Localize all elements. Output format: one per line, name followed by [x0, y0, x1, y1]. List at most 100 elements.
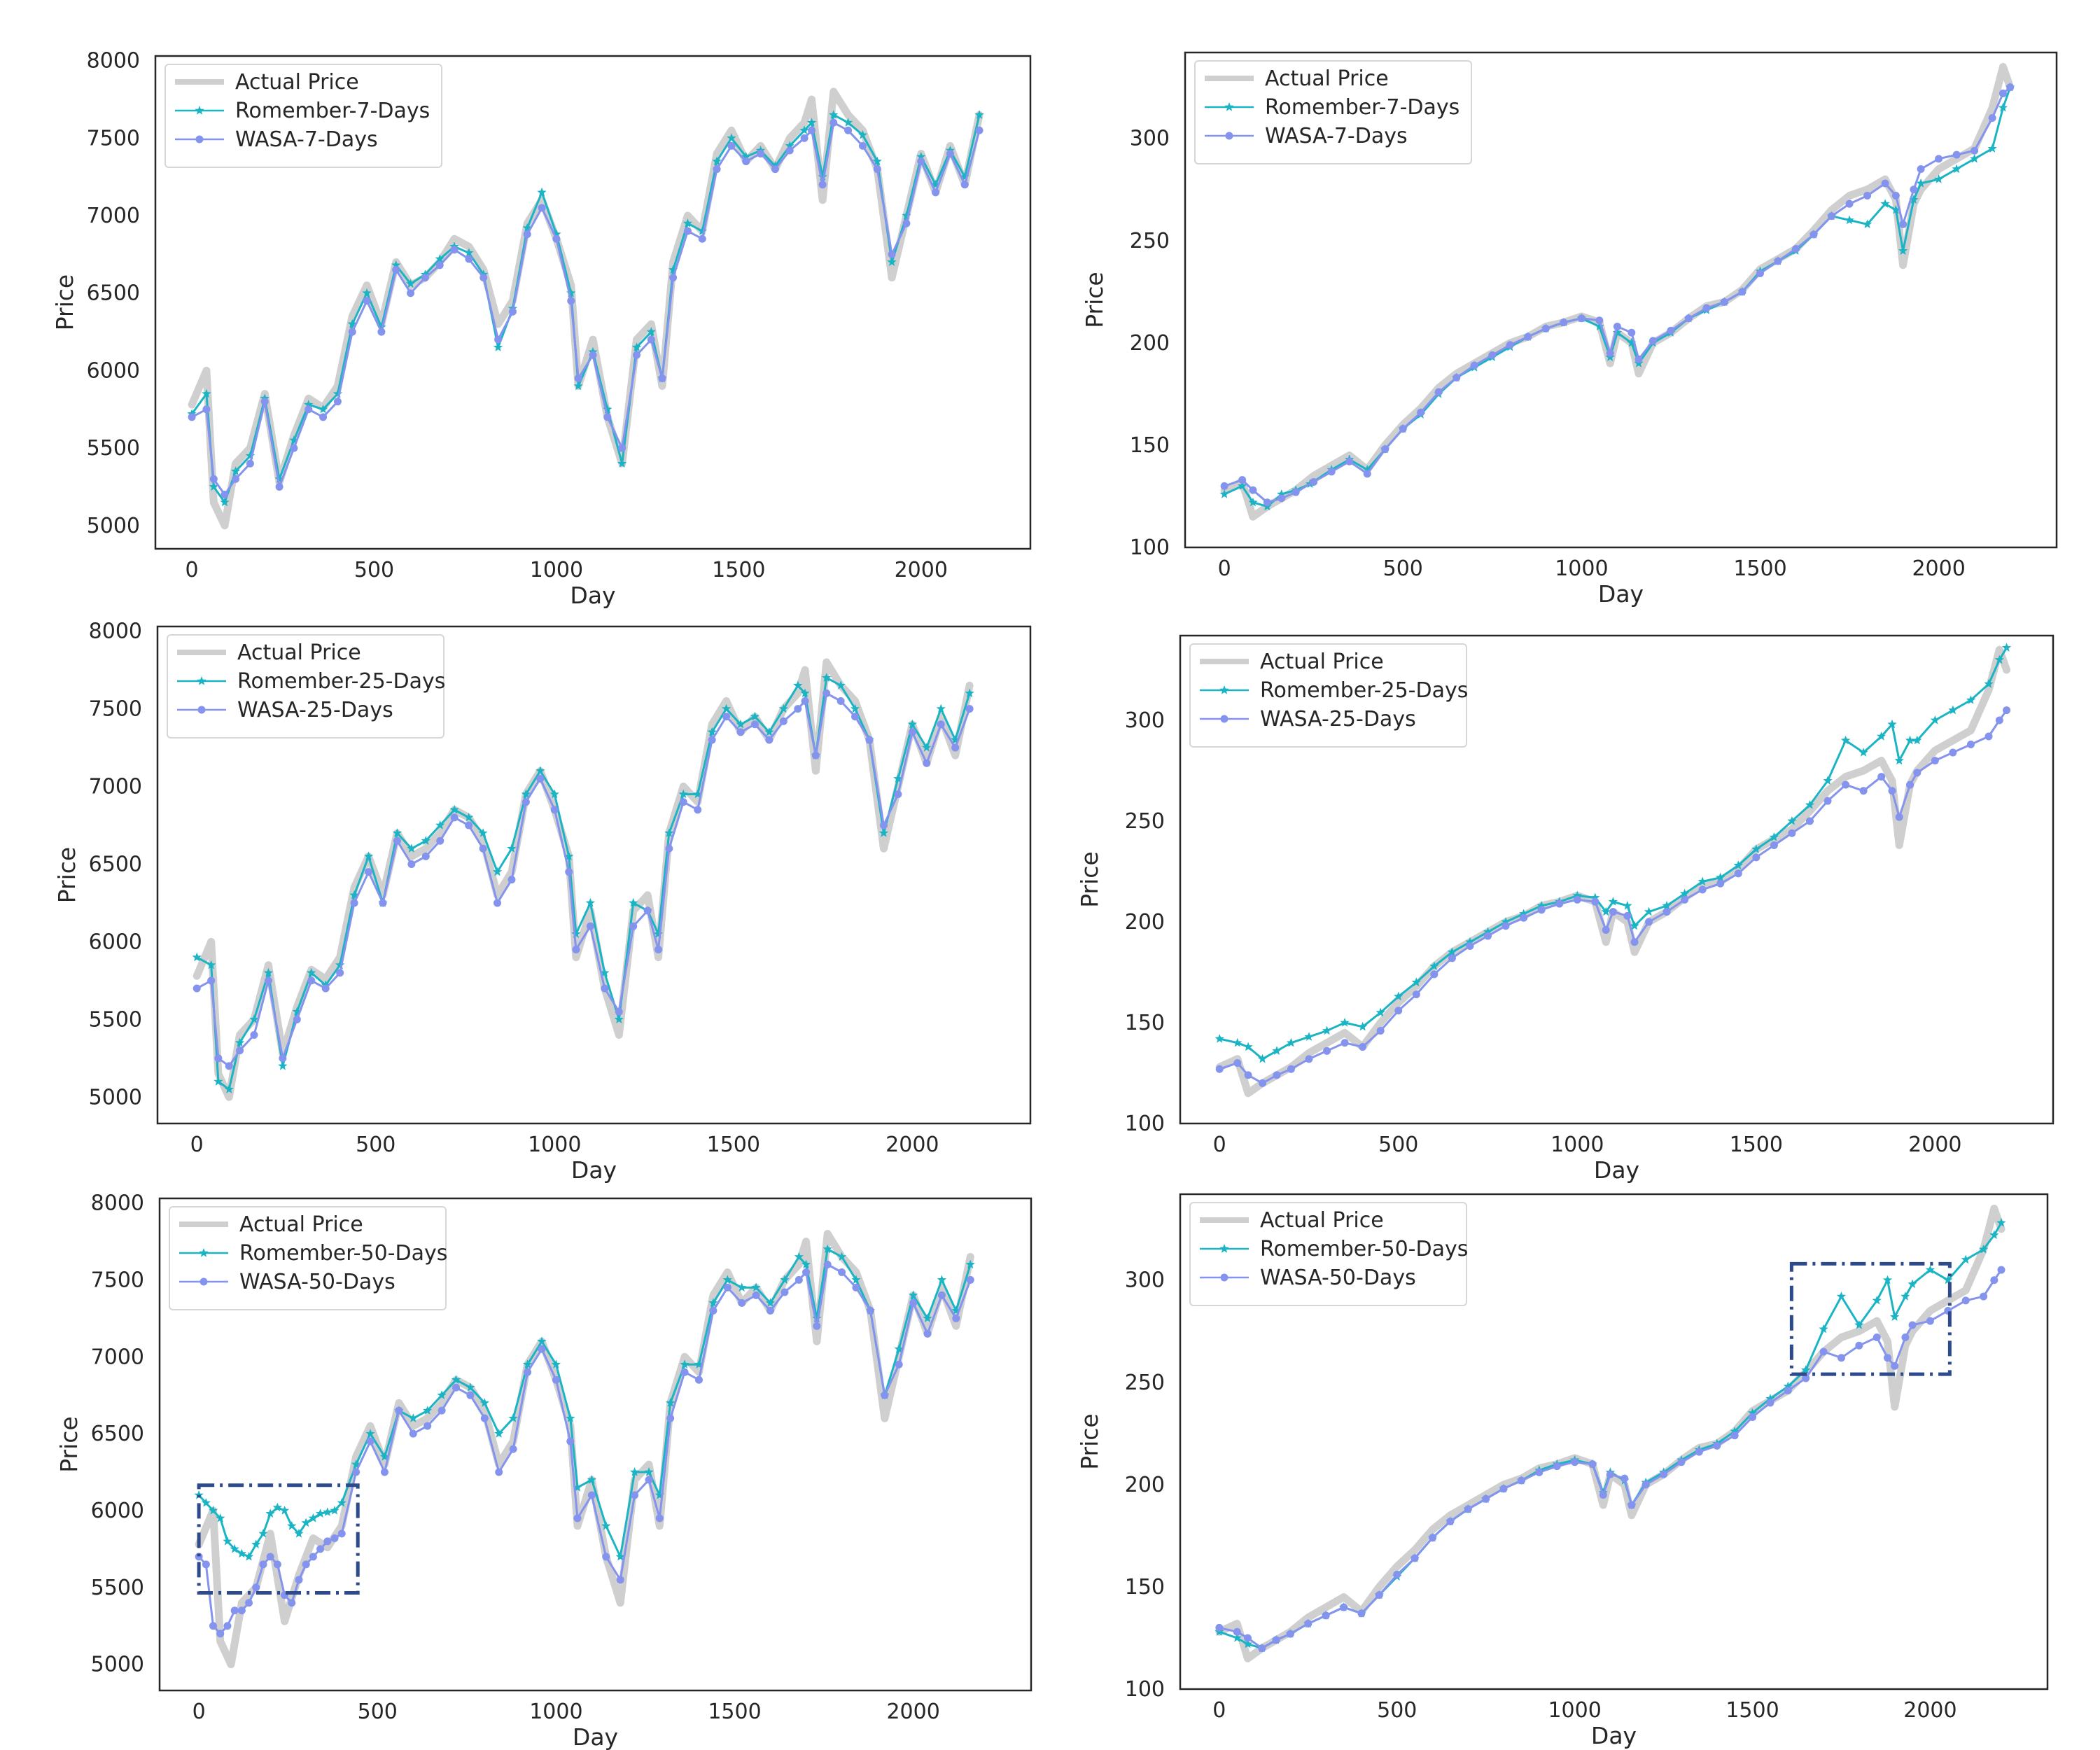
data-point-wasa [837, 697, 845, 705]
data-point-wasa [1245, 1071, 1252, 1079]
data-point-wasa [377, 328, 385, 336]
data-point-wasa [1278, 494, 1285, 502]
y-axis-label: Price [55, 1416, 83, 1473]
data-point-wasa [1571, 1458, 1578, 1466]
data-point-wasa [1574, 896, 1581, 904]
data-point-romember [1890, 1312, 1899, 1321]
data-point-wasa [894, 790, 902, 798]
x-tick-label: 0 [1212, 1698, 1226, 1723]
data-point-wasa [601, 984, 608, 992]
data-point-wasa [1792, 245, 1800, 253]
data-point-wasa [188, 413, 196, 421]
data-point-wasa [909, 728, 916, 736]
data-point-wasa [786, 147, 794, 155]
data-point-wasa [1452, 374, 1460, 382]
data-point-wasa [681, 1368, 689, 1376]
data-point-wasa [844, 127, 852, 134]
data-point-wasa [617, 1576, 624, 1583]
data-point-wasa [866, 736, 874, 743]
data-point-wasa [1482, 1495, 1490, 1503]
legend-label-wasa: WASA-25-Days [1260, 707, 1416, 732]
legend-label-wasa: WASA-7-Days [1265, 124, 1408, 148]
data-point-romember [278, 1061, 287, 1070]
data-point-wasa [524, 230, 531, 238]
y-tick-label: 5000 [91, 1653, 144, 1677]
data-point-wasa [722, 713, 730, 720]
data-point-wasa [802, 697, 809, 705]
legend-label-romember: Romember-50-Days [1260, 1237, 1468, 1261]
y-tick-label: 250 [1130, 229, 1170, 253]
data-point-wasa [1341, 1039, 1349, 1046]
data-point-wasa [1555, 900, 1563, 908]
data-point-wasa [276, 483, 284, 491]
legend-marker-wasa [1226, 132, 1233, 140]
legend-marker-wasa [196, 136, 204, 144]
data-point-wasa [819, 181, 827, 188]
data-point-romember [302, 1518, 311, 1527]
legend-label-romember: Romember-7-Days [235, 99, 430, 123]
data-point-wasa [645, 1476, 653, 1484]
data-point-wasa [451, 246, 458, 253]
data-point-wasa [1466, 942, 1474, 950]
x-tick-label: 0 [190, 1133, 204, 1157]
data-point-wasa [937, 720, 945, 728]
data-point-wasa [1620, 1475, 1628, 1483]
legend-marker-wasa [1221, 1274, 1228, 1282]
data-point-wasa [395, 1407, 402, 1415]
data-point-wasa [966, 705, 974, 713]
data-point-wasa [210, 475, 218, 483]
data-point-wasa [680, 798, 687, 806]
data-point-wasa [1591, 898, 1599, 906]
data-point-wasa [1258, 1644, 1266, 1652]
data-point-wasa [1411, 1555, 1419, 1562]
data-point-wasa [323, 1537, 331, 1545]
legend-label-wasa: WASA-25-Days [237, 698, 393, 722]
data-point-wasa [813, 1322, 820, 1330]
data-point-wasa [1287, 1065, 1295, 1073]
y-tick-label: 5000 [87, 514, 140, 538]
data-point-wasa [1340, 1604, 1348, 1611]
x-tick-label: 1000 [528, 1133, 581, 1157]
data-point-wasa [795, 1276, 803, 1284]
data-point-wasa [309, 1553, 317, 1560]
data-point-wasa [633, 351, 640, 359]
data-point-wasa [393, 837, 401, 845]
data-point-wasa [874, 165, 881, 173]
legend-label-actual: Actual Price [1260, 650, 1384, 674]
data-point-wasa [207, 976, 215, 984]
data-point-wasa [738, 1299, 746, 1307]
data-point-wasa [1967, 741, 1975, 748]
data-point-romember [280, 1506, 289, 1515]
y-tick-label: 300 [1130, 127, 1170, 151]
data-point-wasa [1660, 1471, 1667, 1478]
data-point-wasa [1842, 781, 1849, 789]
y-axis-label: Price [1081, 272, 1108, 328]
data-point-wasa [812, 752, 820, 760]
data-point-wasa [494, 336, 502, 344]
data-point-wasa [1430, 970, 1438, 978]
data-point-wasa [1484, 932, 1492, 940]
data-point-wasa [629, 923, 637, 930]
y-tick-label: 8000 [91, 1191, 144, 1216]
data-point-wasa [794, 705, 802, 713]
data-point-wasa [1500, 1485, 1508, 1492]
legend-label-actual: Actual Price [239, 1212, 363, 1237]
data-point-wasa [1877, 773, 1885, 780]
data-point-wasa [1999, 90, 2007, 97]
x-axis-label: Day [571, 1156, 617, 1184]
data-point-wasa [603, 413, 611, 421]
x-tick-label: 1500 [1726, 1698, 1779, 1723]
data-point-wasa [538, 1345, 545, 1353]
data-point-wasa [566, 1438, 574, 1446]
data-point-wasa [1828, 212, 1835, 220]
y-tick-label: 6000 [87, 358, 140, 383]
data-point-romember [323, 1507, 332, 1516]
data-point-wasa [1677, 1458, 1685, 1466]
data-point-wasa [822, 690, 830, 697]
data-point-wasa [338, 1530, 346, 1537]
data-point-wasa [802, 1268, 810, 1276]
x-tick-label: 1000 [1550, 1133, 1604, 1157]
data-point-wasa [1381, 445, 1389, 453]
chart-panel-middle-right: 0 500 1000 1500 2000100150200250300DayPriceA… [1076, 636, 2053, 1184]
